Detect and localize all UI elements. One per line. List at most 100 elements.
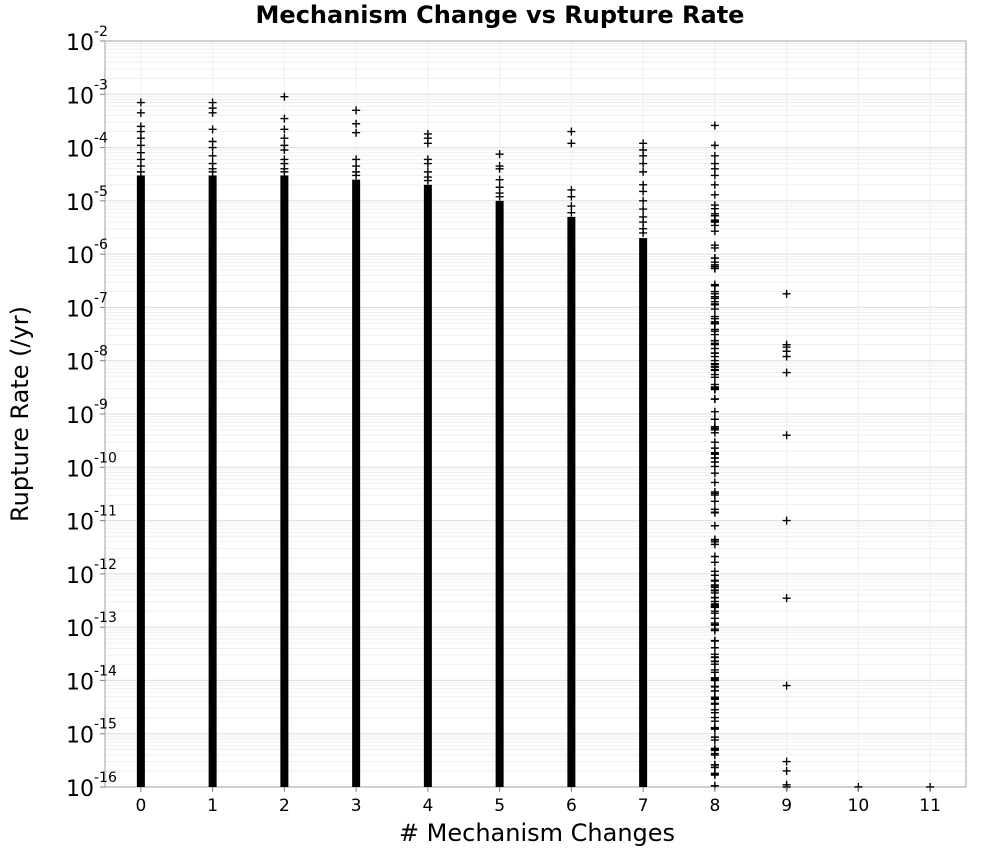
data-point: [136, 134, 145, 143]
data-point: [495, 164, 504, 173]
data-point: [208, 143, 217, 152]
data-point: [710, 366, 719, 375]
data-point: [567, 208, 576, 217]
data-point: [710, 521, 719, 530]
data-point: [710, 204, 719, 213]
data-point: [782, 431, 791, 440]
data-point: [639, 151, 648, 160]
data-point: [280, 134, 289, 143]
data-point: [352, 171, 361, 180]
data-point: [710, 454, 719, 463]
data-point: [567, 127, 576, 136]
data-point: [710, 171, 719, 180]
data-point: [710, 241, 719, 250]
data-point: [208, 151, 217, 160]
data-point: [782, 594, 791, 603]
data-point: [639, 167, 648, 176]
data-point: [710, 586, 719, 595]
data-point: [782, 766, 791, 775]
data-point: [280, 114, 289, 123]
data-point: [710, 317, 719, 326]
data-point: [710, 497, 719, 506]
data-point: [136, 141, 145, 150]
data-point: [710, 558, 719, 567]
x-tick-label: 8: [709, 796, 720, 816]
data-point: [782, 757, 791, 766]
data-point: [208, 125, 217, 134]
data-point: [710, 407, 719, 416]
data-point: [639, 187, 648, 196]
data-point: [710, 723, 719, 732]
data-point: [710, 359, 719, 368]
data-point: [495, 192, 504, 201]
data-point: [280, 125, 289, 134]
dense-point-cluster: [352, 179, 361, 788]
data-point: [280, 92, 289, 101]
data-point: [710, 327, 719, 336]
chart-title: Mechanism Change vs Rupture Rate: [256, 1, 745, 29]
data-point: [710, 626, 719, 635]
dense-point-cluster: [495, 200, 504, 787]
data-point: [423, 159, 432, 168]
data-point: [495, 175, 504, 184]
dense-point-cluster: [208, 175, 217, 787]
x-tick-label: 1: [207, 796, 218, 816]
data-point: [710, 489, 719, 498]
data-point: [710, 599, 719, 608]
x-tick-label: 11: [919, 796, 941, 816]
data-point: [352, 119, 361, 128]
data-point: [136, 108, 145, 117]
data-point: [280, 146, 289, 155]
data-point: [567, 139, 576, 148]
data-point: [352, 128, 361, 137]
data-point: [136, 98, 145, 107]
data-point: [567, 192, 576, 201]
data-point: [710, 744, 719, 753]
data-point: [710, 462, 719, 471]
data-point: [639, 228, 648, 237]
data-point: [710, 415, 719, 424]
data-point: [352, 106, 361, 115]
data-point: [423, 139, 432, 148]
data-point: [710, 380, 719, 389]
data-point: [710, 508, 719, 517]
dense-point-cluster: [639, 238, 648, 787]
data-point: [710, 682, 719, 691]
x-tick-label: 10: [848, 796, 870, 816]
x-tick-label: 9: [781, 796, 792, 816]
dense-point-cluster: [280, 175, 289, 787]
data-point: [710, 373, 719, 382]
data-point: [710, 348, 719, 357]
data-point: [710, 151, 719, 160]
dense-point-cluster: [567, 216, 576, 788]
x-tick-label: 0: [135, 796, 146, 816]
data-point: [710, 567, 719, 576]
data-point: [495, 150, 504, 159]
x-tick-label: 6: [566, 796, 577, 816]
data-point: [710, 180, 719, 189]
data-point: [710, 254, 719, 263]
data-points: [136, 92, 935, 791]
data-point: [710, 643, 719, 652]
data-point: [208, 167, 217, 176]
data-point: [710, 438, 719, 447]
data-point: [710, 336, 719, 345]
y-axis-label: Rupture Rate (/yr): [6, 306, 34, 522]
dense-point-cluster: [136, 175, 145, 787]
x-tick-label: 7: [638, 796, 649, 816]
data-point: [710, 607, 719, 616]
data-point: [639, 205, 648, 214]
x-tick-label: 4: [422, 796, 433, 816]
data-point: [710, 190, 719, 199]
data-point: [710, 395, 719, 404]
data-point: [710, 299, 719, 308]
data-point: [710, 751, 719, 760]
data-point: [710, 708, 719, 717]
dense-point-cluster: [423, 184, 432, 788]
data-point: [710, 428, 719, 437]
data-point: [710, 478, 719, 487]
x-tick-label: 2: [279, 796, 290, 816]
data-point: [423, 176, 432, 185]
data-point: [782, 681, 791, 690]
